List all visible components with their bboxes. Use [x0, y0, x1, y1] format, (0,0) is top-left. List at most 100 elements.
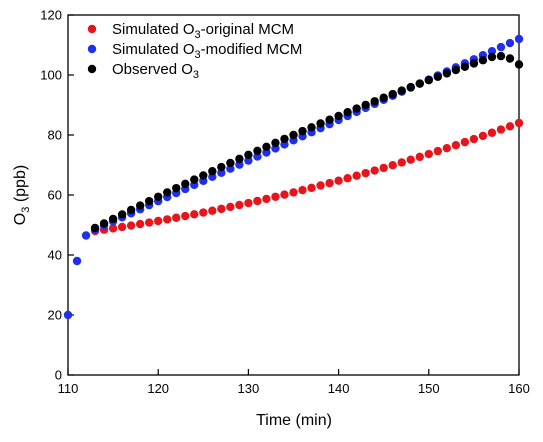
x-tick-label: 130: [238, 381, 260, 396]
data-point-original: [190, 210, 199, 219]
y-tick-label: 100: [40, 68, 62, 83]
data-point-modified: [63, 310, 73, 320]
data-point-original: [280, 190, 289, 199]
legend-label: Simulated O3-original MCM: [112, 21, 294, 41]
x-tick-label: 110: [58, 381, 79, 396]
data-point-observed: [163, 188, 172, 197]
data-point-observed: [325, 115, 334, 124]
data-point-observed: [487, 52, 497, 62]
data-point-observed: [478, 56, 488, 65]
data-point-observed: [289, 130, 298, 140]
legend-label-main: Simulated O: [112, 21, 195, 38]
data-point-original: [451, 140, 461, 150]
legend-marker: [87, 44, 97, 54]
data-point-observed: [424, 75, 433, 85]
data-point-original: [298, 185, 307, 195]
series-layer: [63, 34, 524, 320]
y-axis-title-subscript: 3: [20, 207, 32, 213]
data-point-original: [172, 213, 181, 222]
data-point-original: [199, 208, 208, 217]
legend-marker: [87, 24, 97, 34]
data-point-original: [361, 168, 370, 178]
y-tick-label: 60: [48, 188, 62, 203]
data-point-observed: [90, 223, 100, 233]
data-point-original: [154, 216, 163, 226]
data-point-original: [397, 158, 406, 167]
legend-label-subscript: 3: [195, 49, 201, 61]
data-point-original: [487, 128, 497, 137]
data-point-observed: [144, 196, 154, 206]
y-tick-label: 0: [55, 368, 62, 383]
data-point-observed: [99, 219, 109, 228]
data-point-original: [181, 211, 190, 221]
data-point-modified: [226, 164, 235, 173]
data-point-original: [478, 131, 488, 141]
data-point-observed: [505, 54, 515, 63]
legend-label-subscript: 3: [193, 69, 199, 81]
legend-label: Simulated O3-modified MCM: [112, 41, 302, 61]
data-point-original: [415, 152, 424, 162]
data-point-modified: [81, 231, 91, 240]
data-point-original: [352, 171, 361, 180]
data-point-original: [262, 194, 271, 204]
data-point-original: [271, 192, 280, 201]
y-axis-title-unit: (ppb): [12, 165, 29, 207]
data-point-original: [226, 202, 235, 212]
data-point-observed: [379, 93, 388, 102]
legend-label-subscript: 3: [195, 29, 201, 41]
data-point-observed: [496, 51, 506, 61]
data-point-observed: [352, 104, 361, 113]
y-axis-ticks: 0 20 40 60 80 100 120: [40, 8, 74, 383]
legend-label: Observed O3: [112, 61, 199, 81]
data-point-original: [135, 219, 145, 229]
data-point-original: [460, 137, 470, 147]
data-point-observed: [361, 100, 370, 110]
series-original: [90, 118, 524, 236]
data-point-original: [208, 206, 217, 215]
legend-label-suffix: -modified MCM: [201, 41, 303, 58]
y-tick-label: 20: [48, 308, 62, 323]
data-point-observed: [514, 60, 524, 69]
series-observed: [90, 51, 524, 233]
data-point-observed: [370, 97, 379, 106]
data-point-observed: [135, 201, 145, 210]
data-point-observed: [235, 154, 244, 164]
data-point-original: [424, 149, 433, 159]
legend-entry-original: Simulated O3-original MCM: [87, 21, 294, 41]
y-tick-label: 120: [40, 8, 62, 23]
data-point-original: [126, 221, 136, 230]
data-point-observed: [126, 205, 136, 215]
data-point-observed: [226, 158, 235, 168]
data-point-observed: [298, 126, 307, 136]
data-point-original: [406, 155, 415, 164]
data-point-observed: [117, 210, 127, 219]
data-point-observed: [181, 179, 190, 189]
legend-entry-observed: Observed O3: [87, 61, 199, 81]
data-point-original: [235, 200, 244, 210]
data-point-observed: [433, 72, 443, 81]
legend-label-suffix: -original MCM: [201, 21, 294, 38]
data-point-original: [253, 196, 262, 206]
data-point-original: [289, 188, 298, 197]
data-point-observed: [172, 183, 181, 193]
data-point-observed: [442, 69, 452, 78]
data-point-original: [496, 125, 506, 134]
y-tick-label: 40: [48, 248, 62, 263]
data-point-observed: [244, 150, 253, 160]
data-point-observed: [451, 65, 461, 75]
legend-label-main: Observed O: [112, 61, 193, 78]
data-point-observed: [397, 86, 406, 95]
data-point-observed: [307, 123, 316, 132]
data-point-original: [244, 198, 253, 208]
data-point-modified: [505, 38, 515, 48]
x-axis-title: Time (min): [256, 412, 332, 429]
data-point-modified: [487, 46, 497, 56]
data-point-observed: [262, 142, 271, 151]
data-point-original: [108, 224, 118, 233]
data-point-modified: [496, 42, 506, 52]
x-tick-label: 160: [508, 381, 530, 396]
data-point-observed: [334, 111, 343, 121]
data-point-observed: [271, 138, 280, 148]
